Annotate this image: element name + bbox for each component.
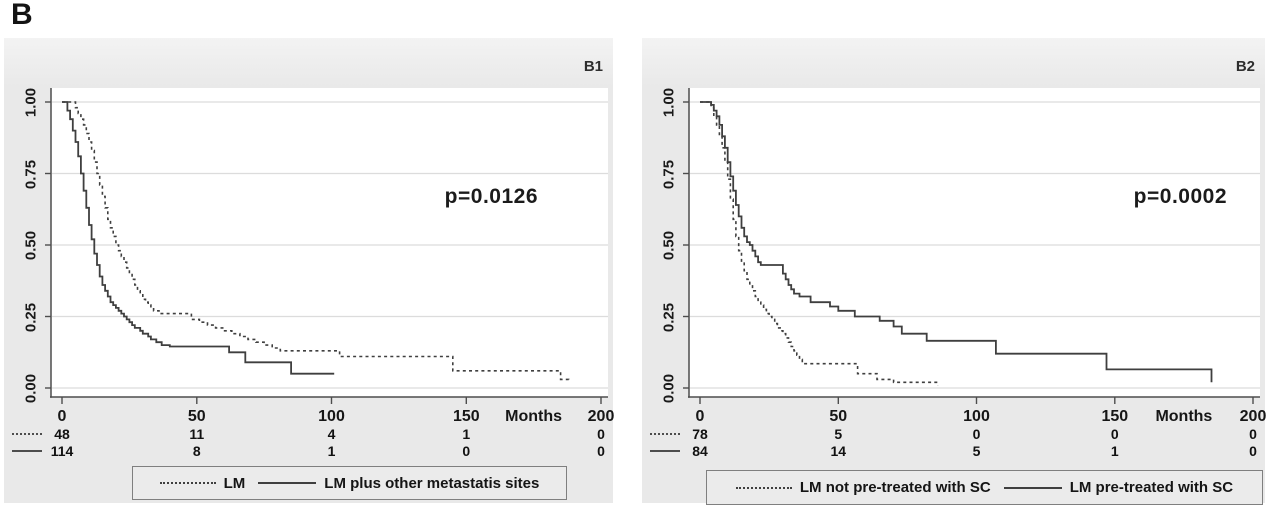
x-tick-label: 50 [187,408,206,425]
y-tick-label: 0.25 [22,302,40,332]
p-value-annotation: p=0.0126 [444,185,538,208]
x-tick-label: 50 [829,408,848,425]
panel-label: B1 [583,58,603,75]
at-risk-count: 0 [972,426,981,442]
at-risk-count: 78 [692,426,708,442]
survival-curve-dashed [62,101,570,383]
at-risk-count: 0 [1249,426,1257,442]
legend-label: LM plus other metastatis sites [324,474,540,492]
at-risk-count: 0 [597,443,605,459]
at-risk-row: 48 11 4 1 0 [4,426,613,442]
y-tick-label: 0.75 [22,159,40,189]
at-risk-row: 78 5 0 0 0 [642,426,1265,442]
y-tick-label: 0.75 [660,159,678,189]
km-panel-b1: B1 p=0.0126 1.00 0.75 0.50 0.25 0.00 0 50 100 1… [4,38,614,503]
at-risk-count: 114 [50,443,74,459]
at-risk-count: 5 [972,443,981,459]
p-value-annotation: p=0.0002 [1133,185,1227,208]
plot-area [51,88,608,397]
survival-curve-solid [62,101,335,375]
at-risk-count: 11 [189,426,205,442]
legend-label: LM [223,474,246,492]
legend-item: LM not pre-treated with SC [735,479,991,496]
dashed-line-symbol [650,433,680,435]
y-tick-label: 1.00 [22,87,40,118]
x-tick-label: 100 [963,408,990,425]
legend-box: LM not pre-treated with SC LM pre-treated… [706,470,1263,505]
survival-plot-svg [683,88,1260,404]
at-risk-count: 5 [834,426,843,442]
y-tick-label: 0.00 [660,373,678,404]
legend-swatch-dashed [159,482,216,484]
at-risk-count: 1 [1110,443,1119,459]
dashed-line-symbol [12,433,42,435]
x-tick-label: 200 [587,408,615,425]
at-risk-count: 14 [830,443,847,459]
at-risk-count: 1 [462,426,471,442]
at-risk-count: 4 [327,426,336,442]
solid-line-symbol [650,450,680,452]
x-tick-label: 100 [318,408,345,425]
x-tick-label: 150 [452,408,480,425]
km-panel-b2: B2 p=0.0002 1.00 0.75 0.50 0.25 0.00 0 50 100 1… [642,38,1266,505]
at-risk-count: 0 [597,426,605,442]
y-tick-label: 0.50 [22,230,40,261]
legend-swatch-solid [1003,486,1062,489]
at-risk-row: 84 14 5 1 0 [642,443,1265,459]
x-tick-label: 200 [1239,408,1267,425]
y-tick-label: 0.50 [660,230,678,261]
plot-area [689,88,1260,397]
at-risk-row: 114 8 1 0 0 [4,443,613,459]
at-risk-count: 0 [1110,426,1119,442]
x-tick-label: 0 [57,408,67,425]
y-tick-label: 0.25 [660,302,678,332]
legend-item: LM [159,474,246,492]
at-risk-count: 84 [692,443,708,459]
y-tick-label: 1.00 [660,87,678,118]
at-risk-count: 48 [54,426,70,442]
at-risk-count: 1 [327,443,336,459]
legend-swatch-solid [258,482,317,484]
legend-box: LM LM plus other metastatis sites [132,466,567,500]
panel-label: B2 [1235,58,1255,75]
legend-swatch-dashed [735,486,792,489]
x-axis-unit-label: Months [1155,408,1213,425]
legend-label: LM not pre-treated with SC [799,479,991,496]
x-tick-label: 150 [1101,408,1129,425]
at-risk-count: 8 [192,443,201,459]
legend-item: LM pre-treated with SC [1003,479,1234,496]
figure-label: B [11,0,34,31]
at-risk-count: 0 [1249,443,1257,459]
survival-curve-solid [700,101,1213,383]
legend-item: LM plus other metastatis sites [258,475,539,492]
y-tick-label: 0.00 [22,373,40,404]
solid-line-symbol [12,450,42,452]
x-tick-label: 0 [695,408,705,425]
at-risk-count: 0 [462,443,471,459]
legend-label: LM pre-treated with SC [1069,479,1234,496]
survival-plot-svg [45,88,608,404]
x-axis-unit-label: Months [505,408,563,425]
survival-curve-dashed [700,101,939,386]
